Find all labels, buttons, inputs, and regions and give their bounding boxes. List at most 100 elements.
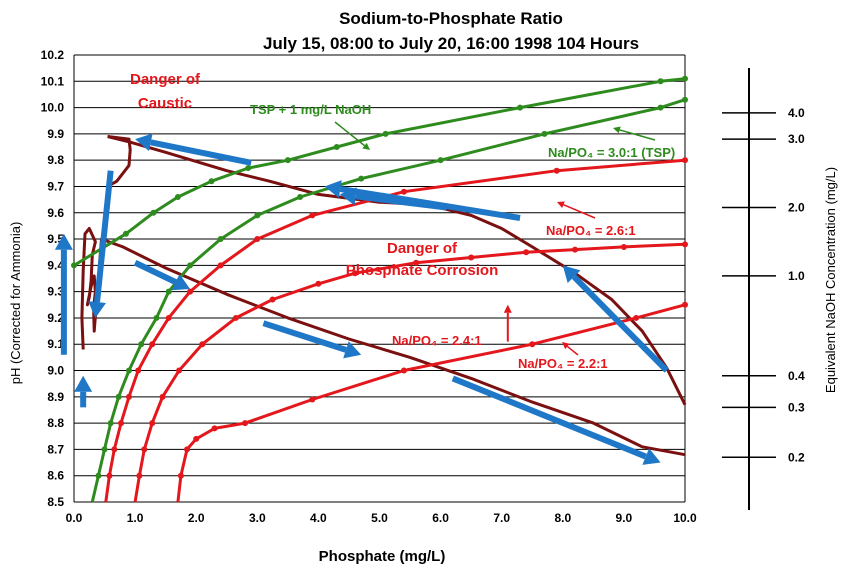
- series-point: [211, 425, 218, 432]
- naoh-tick-label: 4.0: [788, 106, 805, 120]
- arrow-head: [642, 448, 661, 465]
- series-point: [125, 393, 132, 400]
- ratio-2-6-label: Na/PO₄ = 2.6:1: [546, 223, 636, 238]
- series-point: [71, 262, 77, 269]
- series-point: [572, 246, 579, 253]
- danger-corrosion-label-1: Danger of: [387, 240, 458, 257]
- pointer-line: [334, 121, 366, 147]
- y-tick-label: 9.8: [47, 153, 64, 167]
- y-tick-label: 10.2: [41, 48, 65, 62]
- trace-link: [106, 135, 132, 188]
- y-tick-label: 9.9: [47, 127, 64, 141]
- tsp-naoh-label: TSP + 1 mg/L NaOH: [250, 102, 371, 117]
- y-tick-label: 9.1: [47, 337, 64, 351]
- series-point: [254, 236, 261, 243]
- direction-arrow: [503, 304, 512, 342]
- series-point: [107, 420, 114, 427]
- x-tick-label: 5.0: [371, 511, 388, 525]
- series-point: [95, 472, 102, 479]
- series-point: [517, 104, 524, 111]
- series-point: [523, 249, 530, 256]
- trace-upper: [107, 135, 687, 406]
- series-point: [138, 341, 145, 348]
- series-point: [284, 157, 291, 164]
- series-point: [682, 301, 688, 308]
- pointer-line: [619, 129, 656, 141]
- series-point: [529, 341, 536, 348]
- arrow-head: [88, 301, 106, 318]
- series-point: [657, 104, 664, 111]
- chart-title: Sodium-to-Phosphate Ratio: [339, 9, 563, 28]
- series-point: [149, 341, 156, 348]
- series-point: [106, 472, 113, 479]
- naoh-tick-label: 0.2: [788, 450, 805, 464]
- arrow-head: [343, 341, 362, 359]
- naoh-tick-label: 3.0: [788, 132, 805, 146]
- naoh-scale: 4.0 3.0 2.0 1.0 0.4 0.3 0.2: [722, 68, 805, 510]
- arrow-head: [503, 304, 512, 313]
- direction-arrow: [88, 170, 114, 318]
- series-point: [297, 193, 304, 200]
- series-point: [553, 167, 560, 174]
- x-tick-label: 0.0: [66, 511, 83, 525]
- arrow-shaft: [150, 139, 252, 166]
- series-line-3: [133, 242, 686, 503]
- y-tick-label: 8.6: [47, 469, 64, 483]
- series-point: [177, 472, 184, 479]
- series-point: [620, 243, 627, 250]
- series-point: [413, 259, 420, 266]
- x-tick-label: 8.0: [554, 511, 571, 525]
- arrow-head: [324, 180, 342, 198]
- series-point: [400, 367, 407, 374]
- direction-arrow: [451, 375, 661, 465]
- arrow-shaft: [355, 193, 448, 211]
- pointer-ratio-2-6: [557, 201, 596, 219]
- series-point: [682, 157, 688, 164]
- series-point: [217, 262, 224, 269]
- series-point: [541, 130, 548, 137]
- arrow-shaft: [262, 320, 347, 353]
- series-point: [153, 314, 160, 321]
- ratio-3-0-label: Na/PO₄ = 3.0:1 (TSP): [548, 145, 675, 160]
- arrow-head: [171, 273, 191, 291]
- label-pointers: [334, 121, 656, 356]
- grid-lines: [73, 54, 686, 503]
- arrow-head: [562, 265, 581, 284]
- series-point: [232, 314, 239, 321]
- series-point: [165, 314, 172, 321]
- series-point: [682, 241, 688, 248]
- direction-arrows: [54, 133, 669, 465]
- series-point: [269, 296, 276, 303]
- y-tick-label: 9.3: [47, 285, 64, 299]
- series-point: [315, 280, 322, 287]
- series-point: [136, 472, 143, 479]
- series-point: [135, 367, 142, 374]
- pointer-head: [362, 142, 370, 150]
- x-tick-label: 9.0: [616, 511, 633, 525]
- series-point: [118, 420, 125, 427]
- series-point: [176, 367, 183, 374]
- y2-axis-label: Equivalent NaOH Concentration (mg/L): [823, 167, 838, 393]
- y-tick-label: 9.2: [47, 311, 64, 325]
- y-tick-label: 9.7: [47, 179, 64, 193]
- x-tick-label: 6.0: [432, 511, 449, 525]
- x-tick-label: 4.0: [310, 511, 327, 525]
- series-point: [633, 314, 640, 321]
- series-point: [657, 78, 664, 85]
- series-point: [682, 96, 688, 103]
- arrow-shaft: [133, 260, 177, 285]
- y-axis-label: pH (Corrected for Ammonia): [8, 222, 23, 385]
- series-point: [193, 435, 200, 442]
- naoh-tick-label: 1.0: [788, 269, 805, 283]
- arrow-head: [74, 375, 93, 392]
- direction-arrow: [54, 233, 73, 355]
- series-point: [187, 262, 194, 269]
- arrow-shaft: [571, 274, 669, 373]
- series-point: [254, 212, 261, 219]
- x-tick-label: 2.0: [188, 511, 205, 525]
- direction-arrow: [135, 133, 252, 166]
- series-point: [141, 446, 148, 453]
- y-tick-label: 9.4: [47, 258, 64, 272]
- series-line-0: [73, 77, 686, 267]
